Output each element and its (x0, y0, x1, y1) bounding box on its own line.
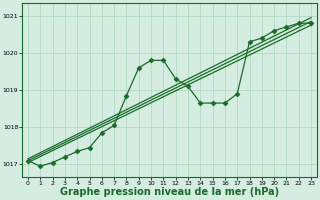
X-axis label: Graphe pression niveau de la mer (hPa): Graphe pression niveau de la mer (hPa) (60, 187, 279, 197)
